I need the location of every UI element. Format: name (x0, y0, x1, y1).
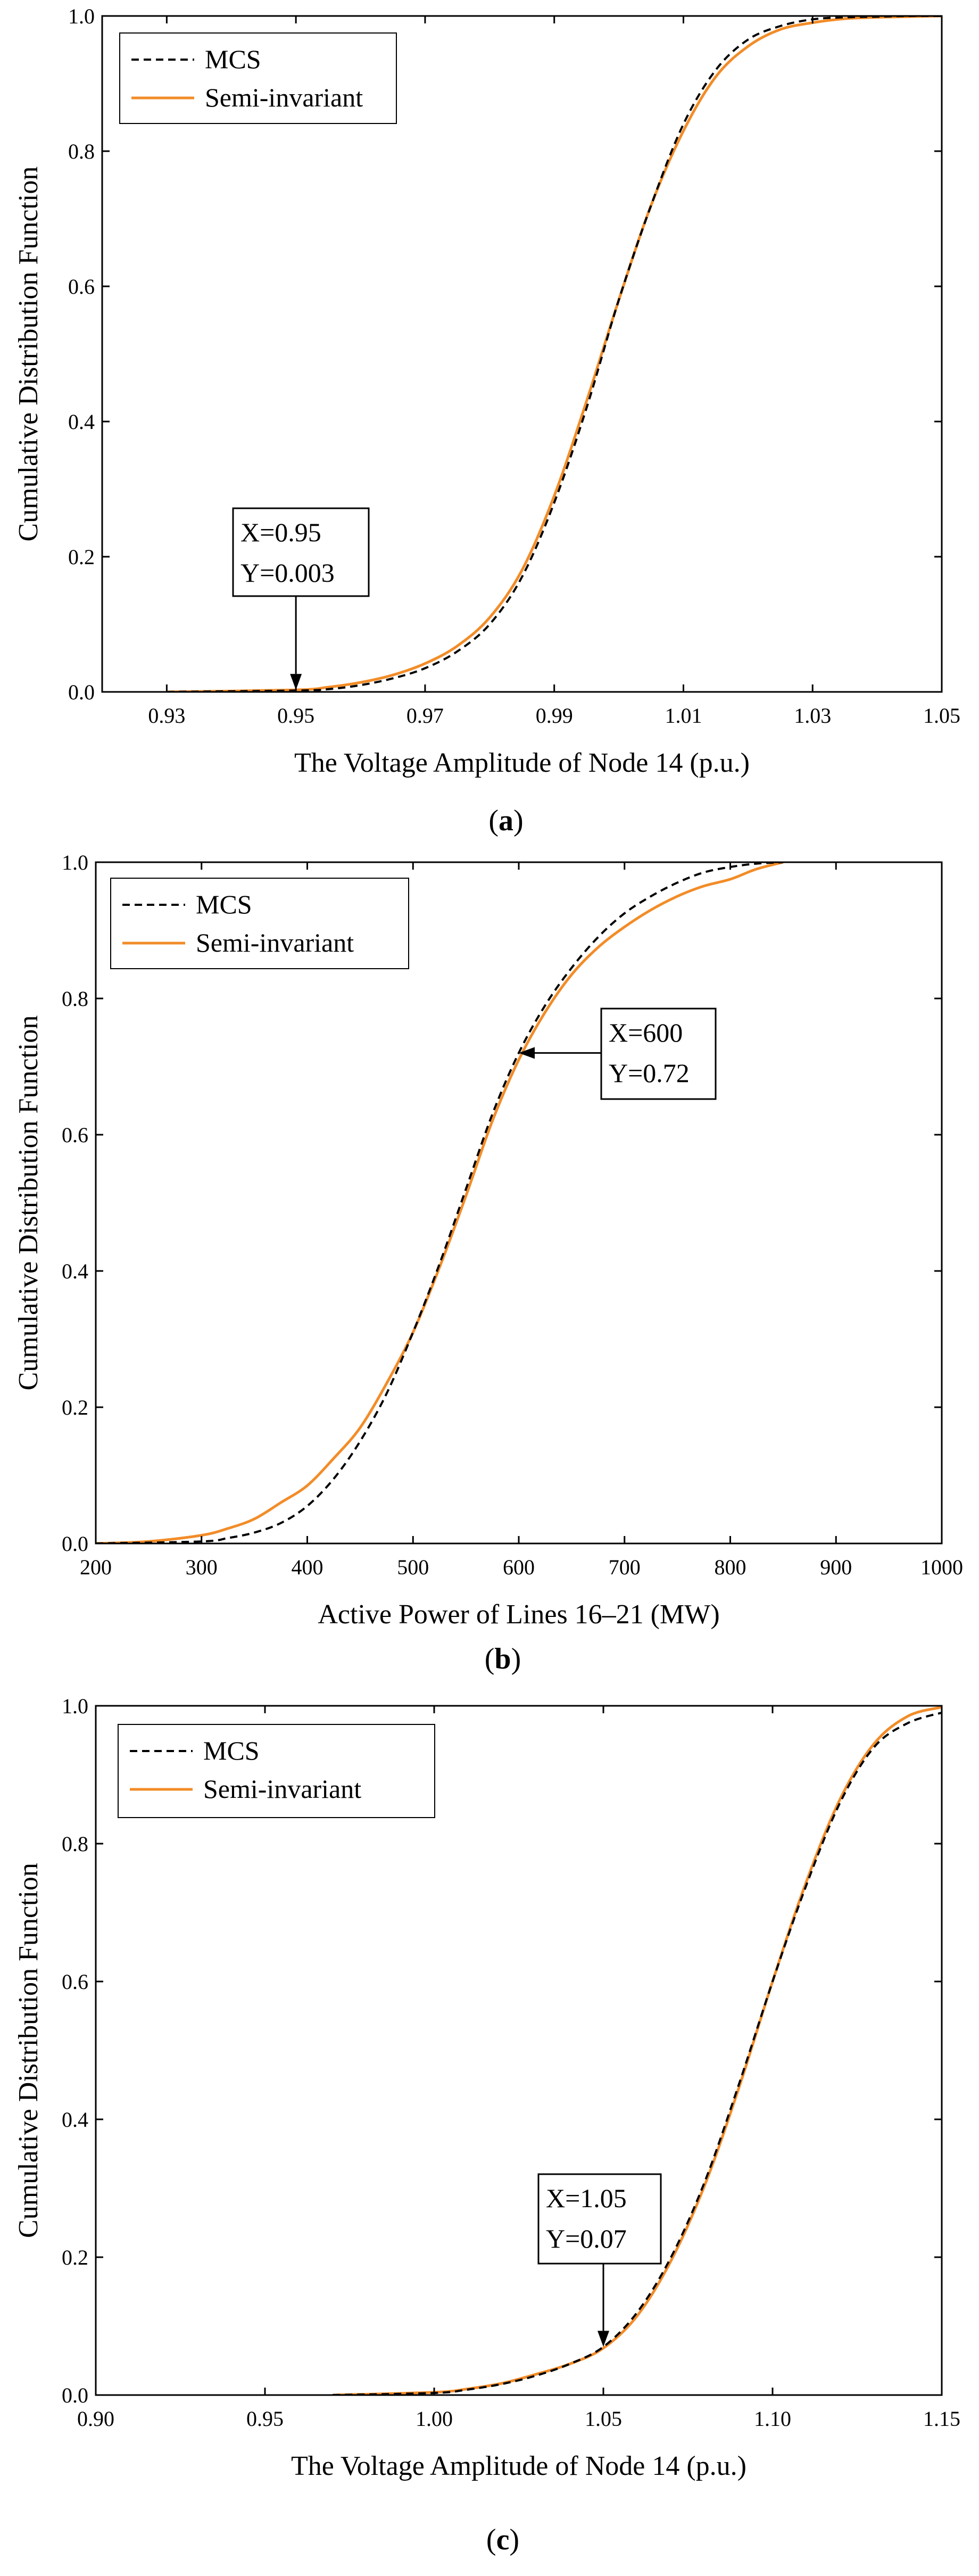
annotation-x-text: X=1.05 (546, 2183, 627, 2213)
plot-frame (95, 1705, 943, 2396)
y-tick-label: 0.0 (68, 680, 95, 704)
legend-box (110, 878, 409, 969)
series-line-mcs (167, 16, 942, 692)
panel-caption: (c) (486, 2523, 519, 2556)
y-tick-label: 1.0 (68, 4, 95, 28)
legend-box (118, 1724, 435, 1818)
annotation-box (537, 2173, 662, 2265)
annotation-box (232, 507, 370, 597)
annotation-arrow-head (290, 674, 302, 690)
annotation-y-text: Y=0.003 (240, 558, 335, 588)
x-tick-label: 1.01 (665, 704, 702, 728)
series-line-mcs (333, 1711, 942, 2395)
panel-caption-letter: b (494, 1642, 511, 1675)
y-tick-label: 0.0 (62, 1532, 88, 1556)
y-tick-label: 0.4 (62, 2108, 88, 2132)
y-tick-label: 0.2 (62, 1396, 88, 1419)
y-tick-label: 0.8 (62, 987, 88, 1011)
annotation-x-text: X=600 (609, 1018, 683, 1047)
chart-panel-b: 200 300 400 500 600 700 800 900 1000 0.0 0.2 0.4 0.6… (13, 851, 963, 1675)
y-tick-label: 0.8 (68, 139, 95, 163)
legend: MCS Semi-invariant (119, 32, 397, 124)
x-tick-label: 700 (609, 1555, 641, 1579)
annotation-box (600, 1008, 717, 1100)
annotation-arrow-head (519, 1047, 535, 1059)
legend-label: MCS (203, 1736, 260, 1765)
x-tick-label: 200 (80, 1555, 112, 1579)
annotation-y-text: Y=0.72 (609, 1058, 690, 1088)
y-tick-label: 0.6 (68, 275, 95, 299)
y-tick-label: 0.6 (62, 1123, 88, 1147)
y-tick-label: 0.8 (62, 1832, 88, 1856)
legend-box (119, 32, 397, 124)
chart-panel-a: 0.93 0.95 0.97 0.99 1.01 1.03 1.05 0.0 0.2 0.4 0.6… (13, 4, 960, 837)
chart-panel-c: 0.90 0.95 1.00 1.05 1.10 1.15 0.0 0.2 0.4 0.6 0.8 1… (13, 1694, 960, 2556)
x-tick-label: 1000 (920, 1555, 963, 1579)
series-line-semi-invariant (96, 862, 784, 1543)
y-tick-label: 0.4 (62, 1259, 88, 1283)
x-tick-label: 500 (397, 1555, 429, 1579)
legend: MCS Semi-invariant (110, 878, 409, 969)
y-tick-label: 1.0 (62, 1694, 88, 1718)
x-tick-label: 300 (186, 1555, 218, 1579)
y-tick-label: 0.2 (68, 545, 95, 569)
x-axis-label: The Voltage Amplitude of Node 14 (p.u.) (291, 2451, 746, 2481)
y-tick-label: 0.0 (62, 2383, 88, 2407)
x-tick-label: 1.10 (754, 2407, 791, 2431)
legend-label: Semi-invariant (205, 82, 363, 112)
x-tick-label: 900 (820, 1555, 852, 1579)
x-tick-label: 1.00 (416, 2407, 453, 2431)
x-tick-label: 0.93 (148, 704, 185, 728)
x-tick-label: 0.99 (536, 704, 573, 728)
y-axis-label: Cumulative Distribution Function (13, 1015, 44, 1391)
plot-frame (101, 15, 943, 693)
x-tick-label: 600 (503, 1555, 535, 1579)
x-tick-label: 0.90 (77, 2407, 114, 2431)
x-tick-label: 800 (715, 1555, 746, 1579)
annotation: X=1.05 Y=0.07 (537, 2173, 662, 2347)
x-axis-label: The Voltage Amplitude of Node 14 (p.u.) (294, 748, 750, 778)
panel-caption: (b) (485, 1642, 521, 1675)
x-tick-label: 1.03 (794, 704, 831, 728)
x-tick-label: 1.05 (585, 2407, 622, 2431)
y-axis-label: Cumulative Distribution Function (13, 1863, 44, 2238)
annotation-arrow-head (598, 2331, 609, 2347)
series-line-semi-invariant (167, 16, 942, 692)
x-tick-label: 0.95 (277, 704, 314, 728)
annotation: X=0.95 Y=0.003 (232, 507, 370, 690)
panel-caption-letter: a (499, 804, 513, 837)
legend: MCS Semi-invariant (118, 1724, 435, 1818)
legend-label: Semi-invariant (203, 1774, 361, 1804)
y-axis-label: Cumulative Distribution Function (13, 167, 44, 542)
y-tick-label: 0.4 (68, 410, 95, 434)
y-tick-label: 0.2 (62, 2245, 88, 2269)
panel-caption-letter: c (496, 2523, 510, 2556)
x-tick-label: 0.97 (406, 704, 444, 728)
legend-label: MCS (205, 44, 261, 74)
legend-label: Semi-invariant (196, 928, 354, 957)
series-line-mcs (96, 862, 783, 1543)
x-tick-label: 1.15 (923, 2407, 960, 2431)
y-tick-label: 0.6 (62, 1970, 88, 1994)
panel-caption: (a) (488, 804, 523, 837)
y-tick-label: 1.0 (62, 851, 88, 874)
annotation: X=600 Y=0.72 (519, 1008, 717, 1100)
x-tick-label: 400 (292, 1555, 323, 1579)
x-tick-label: 1.05 (923, 704, 960, 728)
x-tick-label: 0.95 (246, 2407, 284, 2431)
legend-label: MCS (196, 889, 252, 919)
annotation-x-text: X=0.95 (240, 517, 321, 547)
annotation-y-text: Y=0.07 (546, 2224, 627, 2253)
x-axis-label: Active Power of Lines 16–21 (MW) (318, 1599, 719, 1630)
